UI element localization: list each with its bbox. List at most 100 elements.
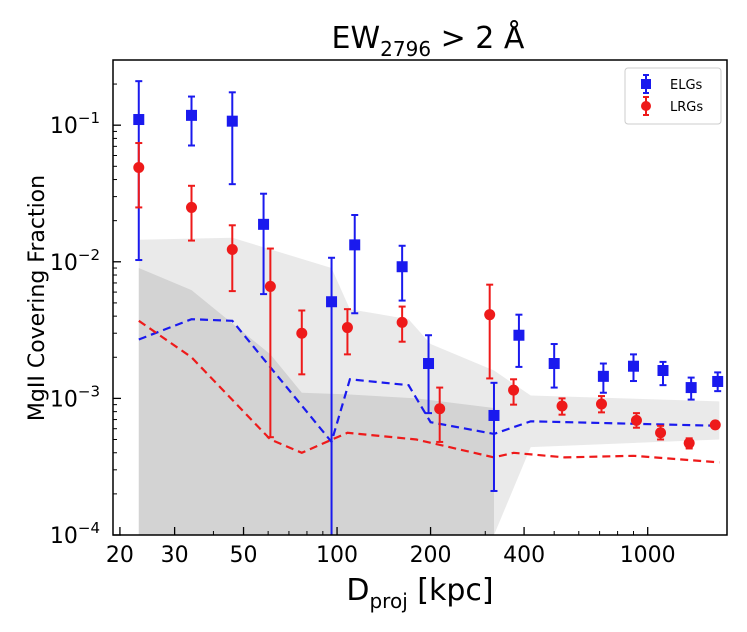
- circle-marker: [341, 322, 353, 334]
- elgs-point-15: [712, 371, 724, 393]
- model-lines: [138, 318, 720, 464]
- x-tick-label-3: 100: [316, 543, 358, 568]
- y-tick-base: 10: [50, 251, 78, 276]
- square-marker: [627, 360, 639, 372]
- lrgs-point-4: [296, 309, 308, 376]
- square-marker: [258, 218, 270, 230]
- elgs-point-4: [326, 256, 338, 535]
- elgs-point-3: [258, 192, 270, 296]
- title-rest: > 2 Å: [431, 20, 525, 56]
- legend-box: [624, 67, 722, 125]
- y-tick-label-3: 10−4: [50, 519, 100, 549]
- circle-marker: [630, 414, 642, 426]
- plot-frame: [112, 59, 728, 536]
- y-tick-label-2: 10−3: [50, 382, 100, 412]
- legend: ELGs LRGs: [624, 67, 722, 125]
- circle-marker: [434, 403, 446, 415]
- lrgs-point-8: [484, 283, 496, 380]
- elgs-point-9: [513, 313, 525, 368]
- elgs-point-1: [186, 95, 198, 147]
- xlabel-main: D: [346, 573, 369, 608]
- square-marker: [488, 409, 500, 421]
- y-ticks: 10−110−210−310−4: [50, 59, 121, 549]
- y-tick-label-1: 10−2: [50, 246, 100, 276]
- circle-marker: [226, 244, 238, 256]
- lrgs-point-13: [655, 424, 667, 441]
- y-tick-exponent: −3: [78, 382, 100, 400]
- elgs-point-10: [548, 343, 560, 389]
- circle-marker: [296, 327, 308, 339]
- square-marker: [685, 382, 697, 394]
- lrgs-point-10: [556, 397, 568, 416]
- square-marker: [513, 329, 525, 341]
- x-ticks: 20 30 50 100 200 400 1000: [106, 527, 676, 568]
- lrgs-point-15: [709, 419, 721, 431]
- circle-marker: [556, 400, 568, 412]
- elgs-point-13: [657, 360, 669, 387]
- y-tick-base: 10: [50, 387, 78, 412]
- lrgs-point-9: [508, 378, 520, 406]
- x-tick-label-4: 200: [410, 543, 452, 568]
- elgs-point-6: [396, 244, 408, 302]
- y-tick-exponent: −1: [78, 109, 100, 127]
- square-marker: [657, 365, 669, 377]
- y-tick-exponent: −2: [78, 246, 100, 264]
- legend-label: ELGs: [670, 78, 703, 93]
- circle-marker: [595, 398, 607, 410]
- lrgs-point-11: [595, 395, 607, 414]
- square-marker: [186, 109, 198, 121]
- y-tick-base: 10: [50, 114, 78, 139]
- elgs-point-12: [627, 353, 639, 383]
- elgs-point-7: [423, 334, 435, 415]
- lrgs-point-12: [630, 412, 642, 429]
- circle-marker: [133, 161, 145, 173]
- square-marker: [597, 370, 609, 382]
- elgs-point-14: [685, 376, 697, 401]
- x-tick-label-0: 20: [106, 543, 134, 568]
- lrgs-point-5: [341, 308, 353, 356]
- xlabel-rest: [kpc]: [408, 573, 494, 608]
- legend-circle-marker: [641, 101, 651, 111]
- square-marker: [712, 375, 724, 387]
- square-marker: [226, 115, 238, 127]
- square-marker: [548, 358, 560, 370]
- lrgs-point-7: [434, 386, 446, 443]
- lrgs-point-2: [226, 224, 238, 293]
- plot-area: [133, 80, 724, 535]
- circle-marker: [683, 437, 695, 449]
- lrgs-point-3: [264, 247, 276, 439]
- legend-entry-lrgs: LRGs: [641, 96, 703, 116]
- circle-marker: [264, 280, 276, 292]
- circle-marker: [508, 384, 520, 396]
- xlabel-subscript: proj: [369, 589, 407, 613]
- y-axis-label: MgII Covering Fraction: [25, 175, 50, 421]
- lrgs-point-14: [683, 437, 695, 450]
- circle-marker: [186, 201, 198, 213]
- elgs-point-11: [597, 362, 609, 394]
- elgs-point-2: [226, 91, 238, 186]
- lrgs-point-6: [396, 305, 408, 343]
- square-marker: [326, 296, 338, 308]
- elgs-point-5: [349, 214, 361, 315]
- elgs-point-8: [488, 381, 500, 492]
- x-axis-label: Dproj [kpc]: [346, 573, 493, 613]
- circle-marker: [484, 309, 496, 321]
- square-marker: [423, 358, 435, 370]
- circle-marker: [709, 419, 721, 431]
- circle-marker: [396, 316, 408, 328]
- title-main: EW: [332, 21, 381, 56]
- circle-marker: [655, 427, 667, 439]
- x-tick-label-6: 1000: [620, 543, 676, 568]
- title-subscript: 2796: [380, 37, 431, 61]
- lrgs-point-0: [133, 142, 145, 209]
- y-tick-exponent: −4: [78, 519, 100, 537]
- x-tick-label-1: 30: [161, 543, 189, 568]
- x-tick-label-2: 50: [230, 543, 258, 568]
- band-1: [138, 268, 495, 535]
- y-tick-label-0: 10−1: [50, 109, 100, 139]
- chart-title: EW2796 > 2 Å: [332, 20, 525, 61]
- x-tick-label-5: 400: [503, 543, 545, 568]
- square-marker: [396, 261, 408, 273]
- square-marker: [349, 239, 361, 251]
